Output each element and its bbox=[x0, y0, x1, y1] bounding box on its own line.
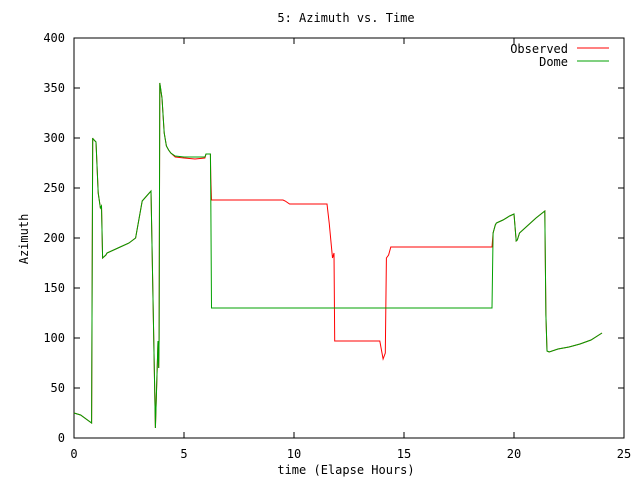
y-tick-label: 400 bbox=[43, 31, 65, 45]
series-layer bbox=[73, 82, 603, 429]
legend-label-observed: Observed bbox=[510, 42, 568, 56]
chart-title: 5: Azimuth vs. Time bbox=[277, 11, 414, 25]
x-axis-label: time (Elapse Hours) bbox=[277, 463, 414, 477]
y-tick-label: 50 bbox=[51, 381, 65, 395]
y-tick-label: 250 bbox=[43, 181, 65, 195]
x-tick-label: 10 bbox=[287, 447, 301, 461]
y-axis-label: Azimuth bbox=[17, 214, 31, 265]
x-tick-label: 5 bbox=[180, 447, 187, 461]
y-tick-label: 0 bbox=[58, 431, 65, 445]
legend-label-dome: Dome bbox=[539, 55, 568, 69]
series-line-dome bbox=[73, 82, 603, 429]
series-line-observed bbox=[73, 82, 603, 429]
y-tick-label: 150 bbox=[43, 281, 65, 295]
x-tick-label: 25 bbox=[617, 447, 631, 461]
x-tick-label: 15 bbox=[397, 447, 411, 461]
y-tick-label: 350 bbox=[43, 81, 65, 95]
x-tick-label: 0 bbox=[70, 447, 77, 461]
y-tick-label: 300 bbox=[43, 131, 65, 145]
y-tick-label: 200 bbox=[43, 231, 65, 245]
y-tick-label: 100 bbox=[43, 331, 65, 345]
x-tick-label: 20 bbox=[507, 447, 521, 461]
